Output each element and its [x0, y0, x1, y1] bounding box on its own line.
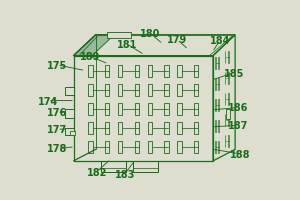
- Bar: [164, 103, 169, 116]
- Text: 177: 177: [47, 125, 68, 134]
- Bar: [148, 66, 152, 78]
- Bar: [215, 142, 216, 153]
- Bar: [105, 141, 110, 153]
- Bar: [134, 141, 139, 153]
- Bar: [134, 103, 139, 116]
- Bar: [134, 84, 139, 97]
- Bar: [134, 66, 139, 78]
- Text: 178: 178: [47, 144, 68, 154]
- Text: 186: 186: [228, 103, 249, 113]
- Bar: [194, 103, 198, 116]
- Bar: [228, 135, 229, 147]
- Bar: [88, 122, 93, 134]
- Bar: [88, 141, 93, 153]
- Bar: [133, 161, 158, 173]
- Bar: [228, 52, 229, 63]
- Bar: [88, 84, 93, 97]
- Bar: [218, 121, 219, 132]
- Bar: [218, 58, 219, 70]
- Bar: [65, 128, 74, 136]
- Text: 181: 181: [117, 40, 137, 50]
- Bar: [215, 121, 216, 132]
- Bar: [134, 122, 139, 134]
- Bar: [164, 66, 169, 78]
- Bar: [215, 100, 216, 111]
- Text: 175: 175: [47, 61, 68, 71]
- Bar: [177, 141, 182, 153]
- Bar: [177, 122, 182, 134]
- Bar: [164, 84, 169, 97]
- Bar: [118, 84, 122, 97]
- Text: 180: 180: [140, 29, 160, 39]
- Bar: [218, 79, 219, 91]
- Bar: [105, 103, 110, 116]
- Bar: [105, 122, 110, 134]
- Bar: [228, 73, 229, 84]
- Bar: [118, 141, 122, 153]
- Bar: [148, 84, 152, 97]
- Bar: [88, 103, 93, 116]
- Text: 184: 184: [210, 36, 230, 46]
- Bar: [224, 114, 226, 126]
- Bar: [226, 109, 230, 119]
- Bar: [164, 141, 169, 153]
- Bar: [65, 109, 74, 119]
- Bar: [218, 100, 219, 111]
- Bar: [177, 66, 182, 78]
- Bar: [105, 66, 110, 78]
- Text: 179: 179: [167, 35, 187, 45]
- Bar: [118, 66, 122, 78]
- Text: 176: 176: [47, 108, 68, 118]
- Bar: [228, 114, 229, 126]
- Text: 187: 187: [228, 121, 249, 131]
- Bar: [224, 52, 226, 63]
- Bar: [107, 33, 130, 39]
- Bar: [194, 66, 198, 78]
- Text: 188: 188: [230, 149, 250, 159]
- Bar: [101, 161, 126, 173]
- Bar: [148, 103, 152, 116]
- Text: 182: 182: [87, 167, 107, 177]
- Bar: [194, 141, 198, 153]
- Bar: [218, 142, 219, 153]
- Bar: [164, 122, 169, 134]
- Bar: [194, 84, 198, 97]
- Bar: [118, 122, 122, 134]
- Bar: [228, 93, 229, 105]
- Bar: [224, 135, 226, 147]
- Bar: [194, 122, 198, 134]
- Text: 174: 174: [38, 96, 58, 106]
- Bar: [105, 84, 110, 97]
- Bar: [148, 122, 152, 134]
- Bar: [148, 141, 152, 153]
- Bar: [65, 88, 74, 96]
- Bar: [224, 73, 226, 84]
- Text: 183: 183: [115, 169, 135, 179]
- Bar: [215, 58, 216, 70]
- Bar: [177, 103, 182, 116]
- Text: 189: 189: [80, 52, 100, 62]
- Bar: [70, 131, 75, 135]
- Bar: [177, 84, 182, 97]
- Text: 185: 185: [224, 68, 244, 78]
- Bar: [215, 79, 216, 91]
- Bar: [88, 66, 93, 78]
- Bar: [224, 93, 226, 105]
- Polygon shape: [74, 36, 114, 56]
- Bar: [118, 103, 122, 116]
